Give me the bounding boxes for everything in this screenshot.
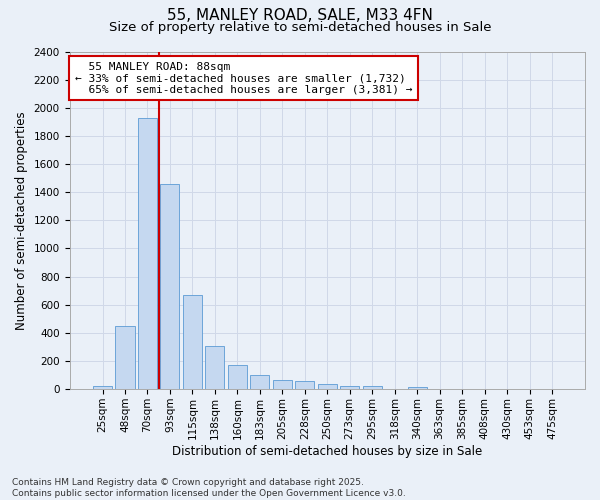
Bar (228, 364, 247, 389)
Bar (115, 326, 134, 389)
Text: 55 MANLEY ROAD: 88sqm
← 33% of semi-detached houses are smaller (1,732)
  65% of: 55 MANLEY ROAD: 88sqm ← 33% of semi-deta… (74, 62, 412, 95)
Bar (362, 386, 382, 389)
Text: Size of property relative to semi-detached houses in Sale: Size of property relative to semi-detach… (109, 21, 491, 34)
Bar (138, 118, 157, 389)
Bar (273, 380, 292, 389)
Text: Contains HM Land Registry data © Crown copyright and database right 2025.
Contai: Contains HM Land Registry data © Crown c… (12, 478, 406, 498)
Text: 55, MANLEY ROAD, SALE, M33 4FN: 55, MANLEY ROAD, SALE, M33 4FN (167, 8, 433, 22)
Bar (183, 295, 202, 389)
Bar (160, 184, 179, 389)
Bar (93, 386, 112, 389)
Bar (407, 387, 427, 389)
X-axis label: Distribution of semi-detached houses by size in Sale: Distribution of semi-detached houses by … (172, 444, 482, 458)
Bar (250, 375, 269, 389)
Bar (318, 384, 337, 389)
Bar (295, 380, 314, 389)
Bar (340, 386, 359, 389)
Y-axis label: Number of semi-detached properties: Number of semi-detached properties (15, 111, 28, 330)
Bar (205, 346, 224, 389)
